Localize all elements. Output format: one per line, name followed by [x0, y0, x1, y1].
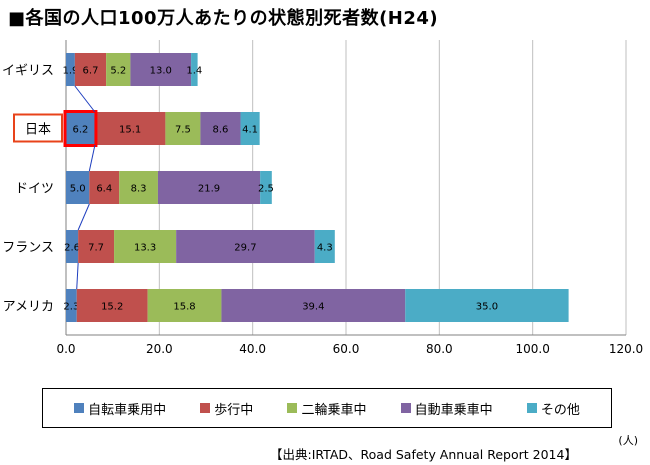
- category-label: フランス: [2, 241, 54, 256]
- data-label: 6.4: [96, 184, 112, 195]
- category-label: イギリス: [2, 64, 54, 79]
- x-tick-label: 100.0: [515, 342, 549, 356]
- bar-segment-cat-1-s4: [240, 112, 260, 145]
- bar-segment-cat-4-s2: [147, 289, 222, 322]
- x-tick-label: 60.0: [333, 342, 360, 356]
- legend-item-bicycle: 自転車乗用中: [74, 399, 166, 418]
- bar-segment-cat-0-s2: [106, 53, 131, 86]
- bar-segment-cat-2-s0: [66, 171, 90, 204]
- data-label: 7.7: [88, 243, 104, 254]
- chart-title: ■各国の人口100万人あたりの状態別死者数(H24): [8, 8, 439, 29]
- data-label: 5.0: [70, 184, 86, 195]
- series-connector-line: [77, 203, 90, 231]
- unit-label: (人): [618, 434, 638, 447]
- bar-segment-cat-0-s4: [191, 53, 198, 86]
- legend-swatch-motorcycle: [287, 403, 298, 413]
- highlight-box-category: [13, 113, 63, 143]
- data-label: 35.0: [476, 302, 498, 313]
- data-label: 15.1: [119, 125, 141, 136]
- x-tick-label: 20.0: [146, 342, 173, 356]
- bar-segment-cat-0-s1: [74, 53, 107, 86]
- data-label: 39.4: [302, 302, 324, 313]
- legend-swatch-pedestrian: [200, 403, 211, 413]
- bar-segment-cat-0-s3: [130, 53, 192, 86]
- highlight-box-segment: [63, 110, 98, 147]
- bar-segment-cat-4-s0: [66, 289, 77, 322]
- bar-segment-cat-2-s2: [119, 171, 158, 204]
- x-tick-label: 0.0: [56, 342, 75, 356]
- bar-segment-cat-3-s1: [78, 230, 115, 263]
- category-label: ドイツ: [15, 182, 54, 197]
- bar-segment-cat-1-s1: [94, 112, 166, 145]
- legend-label-bicycle: 自転車乗用中: [88, 402, 167, 418]
- data-label: 5.2: [110, 66, 126, 77]
- legend-item-motorcycle: 二輪乗車中: [287, 399, 366, 418]
- bar-segment-cat-3-s2: [114, 230, 177, 263]
- bar-segment-cat-3-s4: [314, 230, 335, 263]
- legend-label-pedestrian: 歩行中: [214, 402, 254, 418]
- x-tick-label: 120.0: [609, 342, 643, 356]
- bar-segment-cat-3-s0: [66, 230, 79, 263]
- data-label: 15.2: [101, 302, 123, 313]
- data-label: 4.1: [242, 125, 258, 136]
- legend-swatch-bicycle: [74, 403, 85, 413]
- data-label: 4.3: [317, 243, 333, 254]
- x-tick-label: 80.0: [426, 342, 453, 356]
- legend-label-car: 自動車乗車中: [414, 402, 493, 418]
- data-label: 1.4: [186, 66, 202, 77]
- data-label: 6.2: [73, 125, 89, 136]
- data-label: 15.8: [173, 302, 195, 313]
- legend-label-other: その他: [540, 402, 580, 418]
- chart-legend: 自転車乗用中 歩行中 二輪乗車中 自動車乗車中 その他: [42, 388, 612, 428]
- data-label: 21.9: [198, 184, 220, 195]
- source-citation: 【出典:IRTAD、Road Safety Annual Report 2014…: [270, 447, 577, 462]
- data-label: 29.7: [234, 243, 256, 254]
- legend-swatch-other: [526, 403, 537, 413]
- bar-segment-cat-2-s3: [157, 171, 261, 204]
- legend-label-motorcycle: 二輪乗車中: [301, 402, 367, 418]
- bar-segment-cat-4-s4: [405, 289, 569, 322]
- bar-segment-cat-4-s1: [76, 289, 148, 322]
- series-connector-line: [76, 262, 79, 290]
- category-label: アメリカ: [3, 300, 54, 315]
- data-label: 2.6: [64, 243, 80, 254]
- data-label: 13.3: [134, 243, 156, 254]
- data-label: 2.5: [258, 184, 274, 195]
- bar-segment-cat-1-s0: [66, 112, 95, 145]
- data-label: 13.0: [150, 66, 172, 77]
- legend-item-pedestrian: 歩行中: [200, 399, 253, 418]
- legend-swatch-car: [400, 403, 411, 413]
- bar-segment-cat-3-s3: [176, 230, 315, 263]
- data-label: 1.9: [62, 66, 78, 77]
- category-label: 日本: [25, 123, 51, 138]
- bar-segment-cat-0-s0: [66, 53, 75, 86]
- bar-segment-cat-2-s4: [260, 171, 272, 204]
- bar-segment-cat-1-s3: [200, 112, 241, 145]
- data-label: 2.3: [63, 302, 79, 313]
- bar-segment-cat-2-s1: [89, 171, 120, 204]
- x-tick-label: 40.0: [239, 342, 266, 356]
- legend-item-other: その他: [526, 399, 580, 418]
- data-label: 8.6: [213, 125, 229, 136]
- legend-item-car: 自動車乗車中: [400, 399, 493, 418]
- series-connector-line: [74, 85, 96, 113]
- data-label: 7.5: [175, 125, 191, 136]
- bar-segment-cat-4-s3: [221, 289, 406, 322]
- bar-segment-cat-1-s2: [165, 112, 201, 145]
- data-label: 8.3: [131, 184, 147, 195]
- series-connector-line: [88, 144, 96, 172]
- data-label: 6.7: [83, 66, 99, 77]
